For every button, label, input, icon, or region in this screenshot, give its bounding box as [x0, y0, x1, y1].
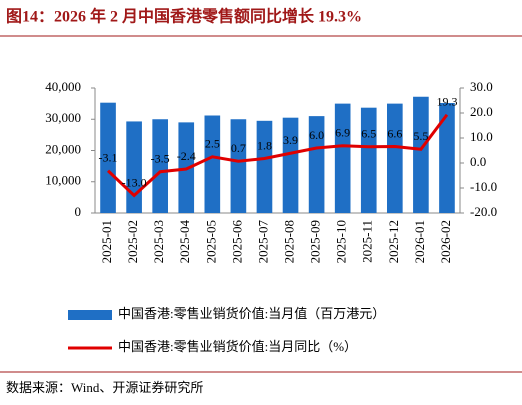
x-tick-label: 2025-12: [386, 220, 401, 263]
x-tick-label: 2025-06: [229, 220, 244, 264]
bar: [204, 115, 221, 213]
line: [107, 113, 449, 198]
y2-tick-label: -10.0: [470, 179, 497, 194]
legend-label: 中国香港:零售业销货价值:当月值（百万港元）: [118, 306, 385, 321]
y-tick-label: 30,000: [45, 110, 81, 125]
bar: [256, 120, 273, 213]
data-label: 6.9: [335, 126, 350, 140]
y2-tick-label: 30.0: [470, 79, 493, 94]
x-tick-label: 2025-11: [360, 220, 375, 263]
bar: [413, 96, 429, 213]
x-tick-label: 2025-02: [125, 220, 140, 263]
y2-tick-label: 10.0: [470, 129, 493, 144]
chart-title: 图14：2026 年 2 月中国香港零售额同比增长 19.3%: [6, 7, 362, 26]
data-label: -2.4: [177, 149, 196, 163]
x-tick-label: 2025-03: [151, 220, 166, 263]
x-tick-label: 2025-04: [177, 220, 192, 264]
x-tick-label: 2026-02: [438, 220, 453, 263]
legend-swatch: [68, 310, 112, 320]
y2-tick-label: 0.0: [470, 154, 486, 169]
bar: [387, 103, 403, 213]
data-label: 5.5: [413, 129, 428, 143]
x-tick-label: 2025-08: [282, 220, 297, 263]
data-label: 6.0: [309, 128, 324, 142]
y-tick-label: 20,000: [45, 141, 81, 156]
y-tick-label: 0: [75, 204, 82, 219]
y-tick-label: 40,000: [45, 79, 81, 94]
data-label: 6.6: [387, 126, 402, 140]
data-label: 1.8: [257, 138, 272, 152]
y2-tick-label: -20.0: [470, 204, 497, 219]
data-label: 2.5: [205, 137, 220, 151]
source: 数据来源：Wind、开源证券研究所: [6, 380, 203, 395]
data-label: 0.7: [231, 141, 246, 155]
bar: [282, 117, 299, 213]
x-tick-label: 2025-10: [334, 220, 349, 263]
data-label: -13.0: [122, 175, 147, 189]
bar: [439, 103, 455, 213]
data-label: -3.5: [151, 152, 170, 166]
x-tick-label: 2025-05: [203, 220, 218, 263]
bar: [152, 119, 168, 213]
bar: [360, 107, 377, 213]
x-tick-label: 2025-07: [255, 220, 270, 264]
legend-label: 中国香港:零售业销货价值:当月同比（%）: [118, 339, 357, 354]
y2-tick-label: 20.0: [470, 104, 493, 119]
data-label: 6.5: [361, 127, 376, 141]
y-tick-label: 10,000: [45, 173, 81, 188]
bar: [334, 103, 351, 213]
data-label: 3.9: [283, 133, 298, 147]
x-tick-label: 2025-01: [99, 220, 114, 263]
bar: [100, 102, 116, 213]
bar: [308, 116, 325, 213]
bar: [230, 119, 247, 213]
x-tick-label: 2026-01: [412, 220, 427, 263]
data-label: 19.3: [436, 95, 457, 109]
data-label: -3.1: [99, 151, 118, 165]
bar: [126, 121, 142, 213]
x-tick-label: 2025-09: [308, 220, 323, 263]
